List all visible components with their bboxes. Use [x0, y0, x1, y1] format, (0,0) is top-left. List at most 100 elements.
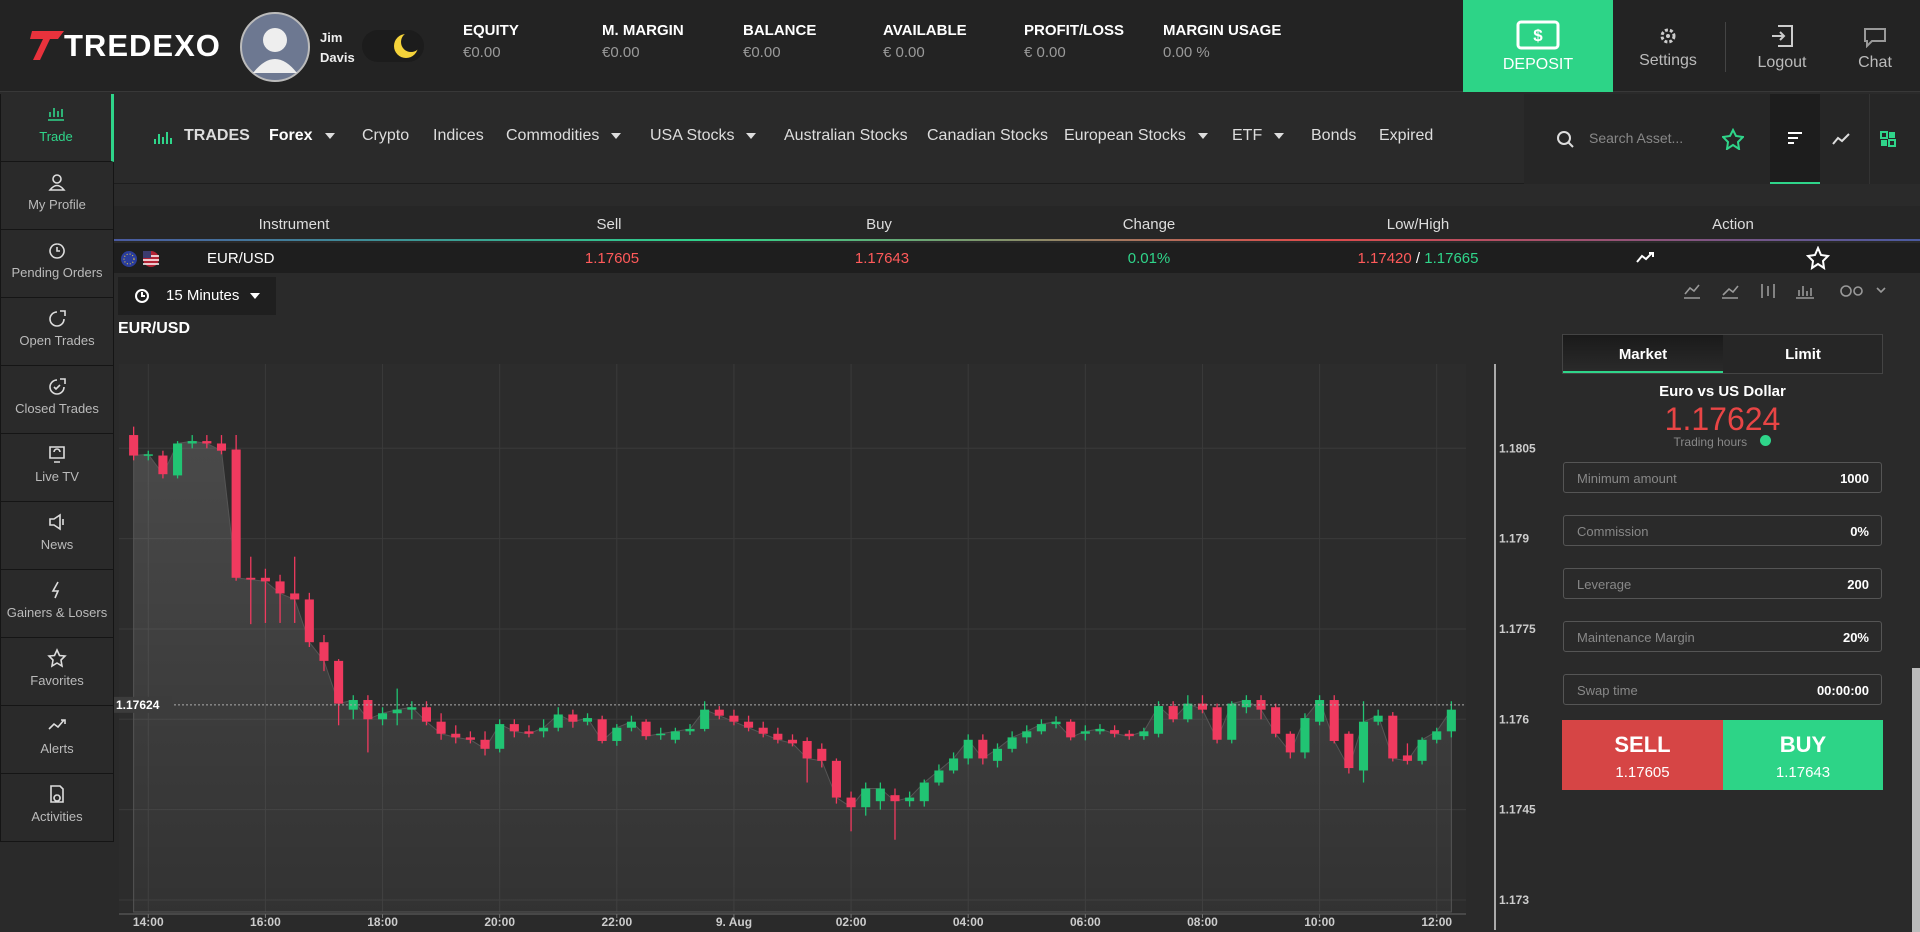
sidebar-item[interactable]: Live TV — [0, 434, 114, 502]
stat-value: €0.00 — [602, 44, 640, 61]
favorite-action[interactable] — [1806, 246, 1830, 270]
limit-tab[interactable]: Limit — [1785, 346, 1821, 363]
x-tick-label: 06:00 — [1070, 915, 1101, 929]
candle-body — [173, 443, 183, 476]
field-label: Commission — [1577, 524, 1649, 539]
x-tick-label: 20:00 — [484, 915, 515, 929]
candle-body — [363, 700, 373, 720]
market-tab[interactable]: Indices — [433, 127, 484, 145]
order-field[interactable]: Commission 0% — [1563, 515, 1882, 546]
sidebar-item[interactable]: Favorites — [0, 638, 114, 706]
tab-label: Bonds — [1311, 127, 1357, 144]
table-row[interactable] — [114, 243, 1920, 273]
chat-icon — [1864, 28, 1886, 48]
current-price-label: 1.17624 — [116, 698, 160, 712]
market-tab[interactable]: USA Stocks — [650, 127, 757, 145]
timeframe-select[interactable]: 15 Minutes — [118, 277, 276, 315]
sidebar-item[interactable]: Pending Orders — [0, 230, 114, 298]
trading-hours[interactable]: Trading hours — [1562, 435, 1883, 449]
candle-body — [758, 727, 768, 734]
sidebar-label: News — [40, 537, 74, 552]
divider — [1869, 94, 1870, 184]
candle-body — [1432, 731, 1442, 740]
market-tab[interactable]: European Stocks — [1064, 127, 1208, 145]
candle-body — [304, 599, 314, 643]
chart-toolbar[interactable] — [1682, 282, 1897, 300]
favorites-filter[interactable] — [1722, 128, 1744, 150]
scrollbar[interactable] — [1912, 668, 1920, 932]
order-field[interactable]: Minimum amount 1000 — [1563, 462, 1882, 493]
candle-body — [875, 788, 885, 802]
tab-label: Australian Stocks — [784, 127, 908, 144]
grid-view[interactable] — [1880, 131, 1896, 147]
top-bar: TREDEXO Jim Davis EQUITY €0.00 M. MARGIN €0.… — [0, 0, 1920, 92]
x-tick-label: 02:00 — [836, 915, 867, 929]
order-field[interactable]: Maintenance Margin 20% — [1563, 621, 1882, 652]
order-field[interactable]: Leverage 200 — [1563, 568, 1882, 599]
settings-icon — [1660, 28, 1676, 44]
candle-body — [231, 449, 241, 578]
sidebar-icon — [50, 785, 64, 803]
candle-body — [216, 443, 227, 451]
deposit-button[interactable]: $ DEPOSIT — [1463, 0, 1613, 92]
sidebar-item[interactable]: Activities — [0, 774, 114, 842]
chat-button[interactable]: Chat — [1835, 0, 1915, 92]
market-tab[interactable]: Australian Stocks — [784, 127, 908, 145]
divider — [1725, 22, 1726, 72]
candle-body — [1388, 715, 1398, 759]
candle-body — [1110, 730, 1120, 734]
candle-body — [275, 581, 285, 594]
order-field[interactable]: Swap time 00:00:00 — [1563, 674, 1882, 705]
market-tab[interactable]: Forex — [269, 127, 335, 145]
buy-button[interactable]: BUY 1.17643 — [1723, 720, 1883, 790]
tools: Search Asset... — [1524, 94, 1920, 184]
brand: TREDEXO — [64, 28, 221, 63]
list-view[interactable] — [1770, 94, 1820, 184]
candle-body — [1256, 700, 1266, 710]
sidebar-label: Trade — [39, 129, 73, 144]
sell-label: SELL — [1614, 732, 1671, 757]
market-tab[interactable]: ETF — [1232, 127, 1285, 145]
chart-view[interactable] — [1832, 132, 1850, 146]
trades-icon — [154, 132, 172, 144]
sidebar-item[interactable]: Open Trades — [0, 298, 114, 366]
market-tab[interactable]: Bonds — [1311, 127, 1356, 145]
chart-action[interactable] — [1636, 250, 1658, 264]
search-icon — [1557, 131, 1574, 148]
svg-text:$: $ — [1533, 26, 1543, 45]
sidebar-item[interactable]: Gainers & Losers — [0, 570, 114, 638]
candle-body — [407, 707, 417, 710]
sidebar-item[interactable]: Alerts — [0, 706, 114, 774]
sidebar-item[interactable]: Closed Trades — [0, 366, 114, 434]
candle-body — [831, 760, 841, 798]
market-tab[interactable]: Market — [1563, 335, 1723, 373]
avatar[interactable] — [239, 11, 311, 83]
logo-mark — [30, 31, 64, 60]
market-tab[interactable]: Crypto — [362, 127, 409, 145]
x-tick-label: 22:00 — [601, 915, 632, 929]
tab-label: European Stocks — [1064, 127, 1186, 144]
sell-button[interactable]: SELL 1.17605 — [1562, 720, 1723, 790]
x-tick-label: 12:00 — [1421, 915, 1452, 929]
market-tab[interactable]: Expired — [1379, 127, 1433, 145]
candle-body — [641, 721, 651, 737]
sidebar-item[interactable]: Trade — [0, 94, 114, 162]
x-tick-label: 16:00 — [250, 915, 281, 929]
settings-button[interactable]: Settings — [1620, 0, 1716, 92]
theme-toggle[interactable] — [362, 30, 424, 62]
tab-label: ETF — [1232, 127, 1263, 144]
candle-body — [1315, 700, 1325, 722]
sidebar-item[interactable]: News — [0, 502, 114, 570]
candle-body — [158, 455, 168, 475]
market-tab[interactable]: Canadian Stocks — [927, 127, 1048, 145]
market-tab[interactable]: Commodities — [506, 127, 622, 145]
x-tick-label: 18:00 — [367, 915, 398, 929]
search-input[interactable]: Search Asset... — [1589, 130, 1684, 146]
stat-value: € 0.00 — [1024, 44, 1066, 61]
sidebar-item[interactable]: My Profile — [0, 162, 114, 230]
candle-body — [978, 739, 988, 759]
logout-button[interactable]: Logout — [1735, 0, 1829, 92]
sidebar-icon — [49, 446, 65, 463]
chart-title: EUR/USD — [118, 320, 190, 337]
y-tick-label: 1.1775 — [1499, 622, 1536, 636]
